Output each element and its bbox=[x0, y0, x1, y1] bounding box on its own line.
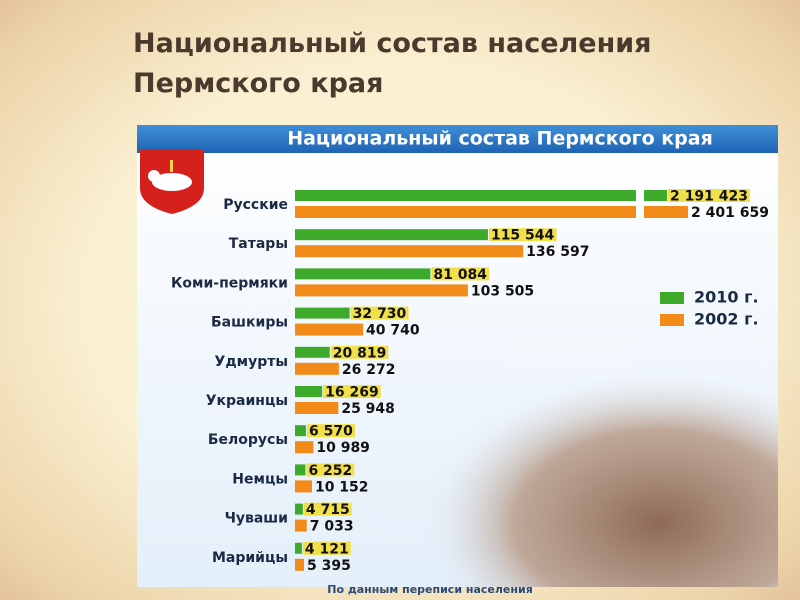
value-label: 16 269 bbox=[325, 385, 379, 401]
bar bbox=[295, 323, 364, 336]
value-label: 136 597 bbox=[526, 244, 589, 260]
footnote: По данным переписи населения bbox=[327, 583, 533, 596]
value-label-bg bbox=[303, 502, 352, 516]
slide-title: Национальный состав населения Пермского … bbox=[133, 28, 652, 99]
value-label: 5 395 bbox=[307, 558, 351, 574]
bar bbox=[295, 441, 314, 454]
bar bbox=[295, 307, 350, 319]
category-label: Удмурты bbox=[215, 354, 288, 370]
category-label: Татары bbox=[229, 236, 288, 252]
bar bbox=[295, 190, 667, 201]
value-label: 26 272 bbox=[342, 362, 396, 378]
value-label-bg bbox=[668, 189, 750, 202]
bar bbox=[295, 402, 339, 414]
bar bbox=[295, 362, 339, 375]
bar bbox=[295, 206, 688, 218]
value-label: 4 715 bbox=[306, 502, 350, 518]
value-label-bg bbox=[306, 463, 355, 477]
bar bbox=[295, 503, 303, 515]
value-label: 6 252 bbox=[308, 463, 352, 479]
bar bbox=[295, 386, 323, 397]
bar bbox=[295, 268, 431, 280]
value-label: 103 505 bbox=[471, 283, 534, 299]
value-label: 4 121 bbox=[305, 541, 349, 557]
value-label: 7 033 bbox=[310, 519, 354, 535]
category-label: Башкиры bbox=[211, 315, 288, 331]
value-label: 6 570 bbox=[309, 424, 353, 440]
value-label: 20 819 bbox=[333, 345, 387, 361]
legend-label: 2002 г. bbox=[694, 310, 759, 329]
category-label: Белорусы bbox=[208, 432, 288, 448]
value-label: 32 730 bbox=[353, 306, 407, 322]
value-label-bg bbox=[302, 541, 351, 555]
category-label: Коми-пермяки bbox=[171, 275, 288, 291]
coat-of-arms bbox=[140, 150, 204, 214]
value-label-bg bbox=[488, 228, 557, 242]
bar bbox=[295, 425, 306, 437]
bar bbox=[295, 464, 306, 476]
value-label: 2 401 659 bbox=[691, 205, 769, 221]
bar bbox=[295, 229, 488, 241]
value-label: 10 989 bbox=[316, 440, 370, 456]
category-label: Украинцы bbox=[206, 393, 288, 409]
value-label: 115 544 bbox=[491, 228, 555, 244]
value-label-bg bbox=[330, 345, 389, 359]
category-label: Чуваши bbox=[225, 511, 288, 527]
bar bbox=[295, 480, 312, 493]
value-label-bg bbox=[431, 267, 490, 281]
category-label: Русские bbox=[223, 197, 288, 213]
bar bbox=[295, 558, 305, 571]
value-label-bg bbox=[350, 306, 409, 320]
crowd-photo bbox=[380, 330, 778, 587]
chart-header bbox=[137, 125, 778, 153]
legend-swatch bbox=[660, 292, 684, 304]
value-label: 2 191 423 bbox=[670, 189, 748, 205]
value-label: 10 152 bbox=[315, 479, 369, 495]
legend-swatch bbox=[660, 314, 684, 326]
chart-title: Национальный состав Пермского края bbox=[287, 128, 713, 150]
category-label: Марийцы bbox=[212, 550, 288, 566]
bar bbox=[295, 542, 302, 554]
bar bbox=[295, 245, 524, 258]
value-label: 40 740 bbox=[366, 323, 420, 339]
value-label-bg bbox=[323, 385, 381, 398]
value-label: 25 948 bbox=[341, 401, 395, 417]
bar bbox=[295, 519, 307, 532]
category-label: Немцы bbox=[232, 471, 288, 487]
value-label: 81 084 bbox=[433, 267, 487, 283]
legend-label: 2010 г. bbox=[694, 288, 759, 307]
bar bbox=[295, 284, 468, 297]
value-label-bg bbox=[306, 424, 356, 438]
bar bbox=[295, 346, 330, 358]
